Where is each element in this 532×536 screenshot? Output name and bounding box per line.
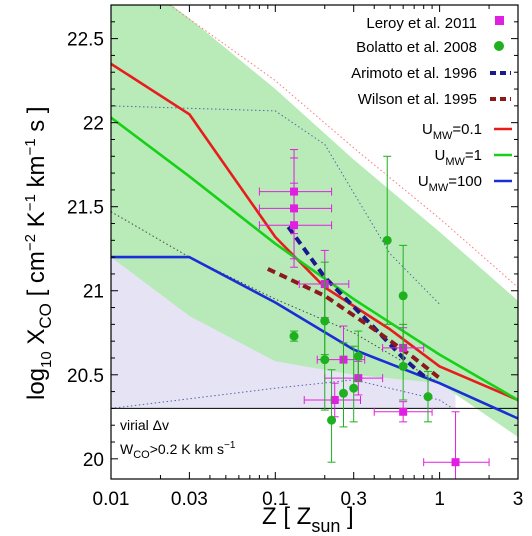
legend-item-bolatto: Bolatto et al. 2008 [356,39,504,56]
x-tick-label: 3 [513,489,524,510]
annotation-w-sub: CO [133,449,150,461]
circle-marker [398,291,408,301]
y-axis-title-s: s ] [23,106,50,138]
square-marker [290,221,299,230]
y-tick-label: 22.5 [67,30,104,51]
legend-marker-leroy [495,16,504,25]
annotation-w-sup: −1 [224,440,236,451]
y-axis-title-log: log [23,368,50,400]
circle-marker [423,392,433,402]
y-axis-title-log-sub: 10 [38,351,55,368]
circle-marker [398,361,408,371]
circle-marker [382,235,392,245]
circle-marker [338,388,348,398]
data-point-0-9 [423,411,490,479]
legend-umw-1-main: U [435,147,446,164]
y-axis-title-unit: [ cm [23,251,50,303]
dashed-line-1 [266,267,441,380]
data-point-1-9 [398,323,408,401]
axis-tick-labels: 0.01 0.03 0.1 0.3 1 3 20 20.5 21 21.5 22 22.5 [67,30,523,510]
legend-label-arimoto: Arimoto et al. 1996 [351,65,477,82]
legend-umw-1-tail: =1 [465,147,482,164]
legend-label-wilson: Wilson et al. 1995 [358,91,477,108]
annotation-line-1: virial Δv [120,417,169,433]
data-point-1-0 [289,330,299,342]
annotation-w: W [120,441,134,457]
data-point-0-2 [258,182,333,268]
y-tick-label: 21.5 [67,198,104,219]
legend-label-leroy: Leroy et al. 2011 [366,15,477,32]
legend: Leroy et al. 2011 Bolatto et al. 2008 Ar… [351,15,512,194]
legend-umw-0-1-tail: =0.1 [452,121,482,138]
legend-item-umw-100: UMW=100 [418,173,512,194]
legend-item-arimoto: Arimoto et al. 1996 [351,65,511,82]
model-line-1 [111,116,518,402]
model-line-2 [111,255,518,420]
data-point-0-5 [303,382,361,418]
square-marker [330,396,339,404]
x-tick-label: 0.03 [171,489,208,510]
x-tick-label: 0.1 [262,489,288,510]
circle-marker [320,355,330,365]
x-tick-label: 0.01 [93,489,130,510]
circle-marker [349,383,359,393]
square-marker [451,458,460,467]
y-tick-label: 22 [83,114,104,135]
x-axis-title-close: ] [340,503,353,530]
legend-umw-100-sub: MW [429,182,449,194]
plot-area [111,5,518,479]
data-point-1-4 [338,342,348,428]
data-point-1-6 [353,330,363,383]
y-axis-title-exp3: −1 [22,138,39,155]
annotation-line-2: WCO>0.2 K km s−1 [120,440,236,461]
data-point-1-3 [327,369,337,463]
legend-umw-0-1-main: U [422,121,433,138]
data-point-1-7 [382,155,392,325]
virial-annotation: virial Δv WCO>0.2 K km s−1 [120,417,236,461]
y-axis-title: log10 XCO [ cm−2 K−1 km−1 s ] [22,106,55,400]
annotation-w-tail: >0.2 K km s [150,441,224,457]
x-tick-label: 0.3 [340,489,366,510]
legend-label-bolatto: Bolatto et al. 2008 [356,39,477,56]
legend-item-umw-0-1: UMW=0.1 [422,121,512,142]
legend-umw-100-main: U [418,173,429,190]
circle-marker [353,351,363,361]
legend-umw-1-sub: MW [445,156,465,168]
plot-frame [110,4,519,480]
data-point-1-2 [320,283,330,411]
legend-item-umw-1: UMW=1 [435,147,512,168]
y-axis-title-x-sub: CO [36,303,55,329]
legend-umw-0-1-sub: MW [433,130,453,142]
y-axis-title-k: K [23,211,50,234]
data-point-1-5 [349,345,359,423]
legend-item-leroy: Leroy et al. 2011 [366,15,504,32]
x-axis-title: Z [ Zsun ] [262,503,354,536]
y-tick-label: 20.5 [67,366,104,387]
circle-marker [289,331,299,341]
legend-label-umw-0-1: UMW=0.1 [422,121,482,142]
y-axis-title-exp1: −2 [22,234,39,251]
x-axis-title-sub: sun [311,516,340,536]
data-point-0-8 [373,401,433,423]
dotted-line-0 [168,5,518,288]
x-tick-label: 1 [434,489,445,510]
square-marker [399,407,408,416]
x-axis-title-main: Z [ Z [262,503,311,530]
green-band [111,5,518,437]
legend-marker-bolatto [494,41,504,51]
legend-label-umw-1: UMW=1 [435,147,483,168]
dotted-line-1 [111,105,440,305]
legend-item-wilson: Wilson et al. 1995 [358,91,511,108]
data-point-1-10 [423,370,433,423]
circle-marker [327,415,337,425]
axis-ticks [110,5,519,479]
y-axis-title-x: X [23,329,50,352]
legend-umw-100-tail: =100 [448,173,482,190]
y-tick-label: 21 [83,282,104,303]
legend-label-umw-100: UMW=100 [418,173,482,194]
y-tick-label: 20 [83,450,104,471]
y-axis-title-exp2: −1 [22,194,39,211]
y-axis-title-km: km [23,156,50,195]
